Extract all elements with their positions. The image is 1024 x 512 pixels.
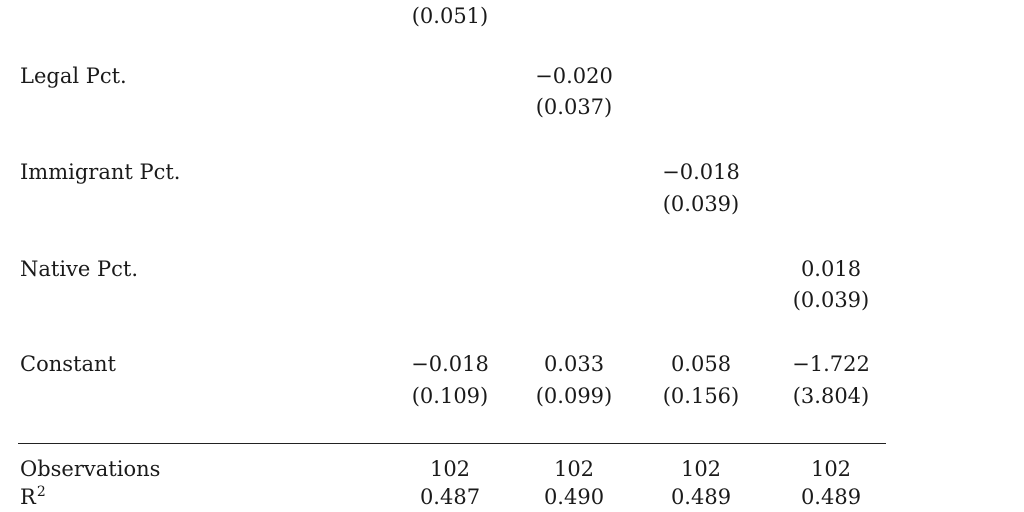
immigrant-pct-coef-col3: −0.018 (662, 160, 740, 184)
legal-pct-coef-col2: −0.020 (535, 64, 613, 88)
r-squared-col2: 0.490 (543, 485, 605, 509)
row-label-constant: Constant (20, 352, 116, 376)
constant-se-col4: (3.804) (792, 384, 870, 408)
constant-se-col2: (0.099) (535, 384, 613, 408)
row-label-r-squared: R2 (20, 485, 46, 509)
r-squared-col4: 0.489 (800, 485, 862, 509)
constant-coef-col4: −1.722 (792, 352, 870, 376)
row-label-immigrant-pct: Immigrant Pct. (20, 160, 181, 184)
prev-row-se-col1: (0.051) (411, 4, 489, 28)
observations-col1: 102 (429, 457, 471, 481)
row-label-observations: Observations (20, 457, 161, 481)
r-squared-col3: 0.489 (670, 485, 732, 509)
constant-se-col3: (0.156) (662, 384, 740, 408)
observations-col3: 102 (680, 457, 722, 481)
native-pct-se-col4: (0.039) (792, 288, 870, 312)
immigrant-pct-se-col3: (0.039) (662, 192, 740, 216)
r-squared-base: R (20, 485, 36, 509)
constant-coef-col3: 0.058 (670, 352, 732, 376)
r-squared-exponent: 2 (36, 484, 46, 500)
table-divider-rule (18, 443, 886, 444)
constant-coef-col1: −0.018 (411, 352, 489, 376)
constant-coef-col2: 0.033 (543, 352, 605, 376)
observations-col4: 102 (810, 457, 852, 481)
constant-se-col1: (0.109) (411, 384, 489, 408)
legal-pct-se-col2: (0.037) (535, 95, 613, 119)
observations-col2: 102 (553, 457, 595, 481)
row-label-legal-pct: Legal Pct. (20, 64, 127, 88)
native-pct-coef-col4: 0.018 (800, 257, 862, 281)
r-squared-col1: 0.487 (419, 485, 481, 509)
row-label-native-pct: Native Pct. (20, 257, 139, 281)
